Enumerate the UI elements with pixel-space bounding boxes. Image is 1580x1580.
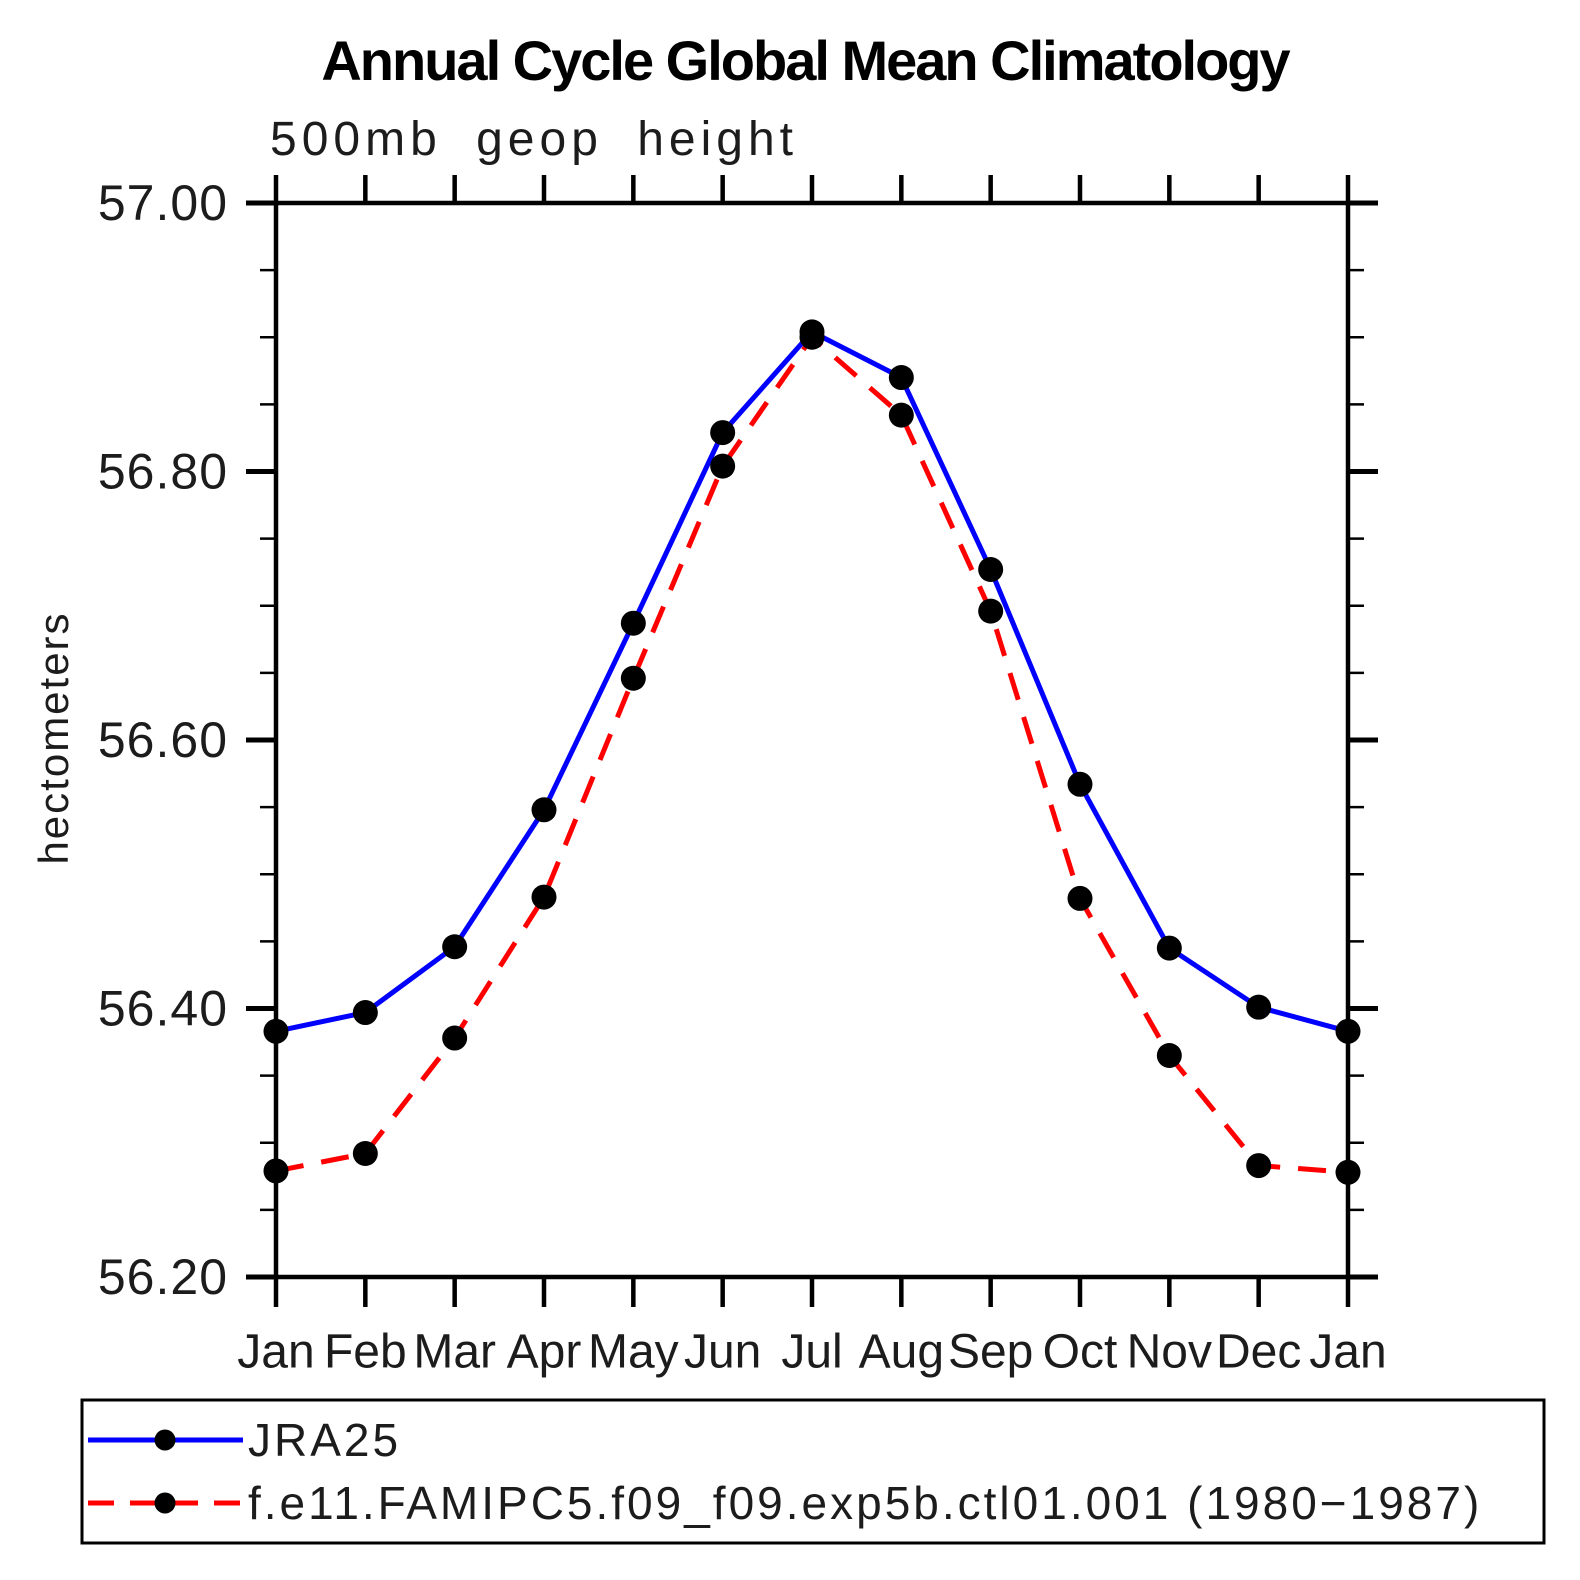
series-line-model bbox=[275, 334, 1349, 1175]
data-point-marker bbox=[442, 1025, 468, 1051]
y-tick-label: 56.80 bbox=[98, 444, 228, 500]
data-point-marker bbox=[620, 610, 646, 636]
x-tick-label: Apr bbox=[507, 1326, 582, 1379]
data-point-marker bbox=[263, 1158, 289, 1184]
data-point-marker bbox=[442, 934, 468, 960]
data-point-marker bbox=[978, 598, 1004, 624]
legend-marker bbox=[154, 1429, 176, 1451]
data-point-marker bbox=[799, 324, 825, 350]
data-point-marker bbox=[531, 884, 557, 910]
legend-box bbox=[80, 1398, 1546, 1545]
plot-frame bbox=[273, 200, 1351, 1280]
data-point-marker bbox=[888, 402, 914, 428]
series-line-jra25 bbox=[275, 329, 1349, 1034]
data-point-marker bbox=[620, 665, 646, 691]
x-tick-label: Jan bbox=[1309, 1326, 1386, 1379]
data-point-marker bbox=[1067, 885, 1093, 911]
y-tick-label: 56.60 bbox=[98, 712, 228, 768]
legend-label-model: f.e11.FAMIPC5.f09_f09.exp5b.ctl01.001 (1… bbox=[248, 1477, 1482, 1529]
data-point-marker bbox=[352, 1140, 378, 1166]
data-point-marker bbox=[710, 420, 736, 446]
x-tick-label: Mar bbox=[413, 1326, 496, 1379]
data-point-marker bbox=[1156, 1042, 1182, 1068]
y-tick-label: 57.00 bbox=[98, 175, 228, 231]
x-tick-label: Jun bbox=[684, 1326, 761, 1379]
x-tick-label: Feb bbox=[324, 1326, 407, 1379]
data-point-marker bbox=[1335, 1159, 1361, 1185]
data-point-marker bbox=[1156, 935, 1182, 961]
x-tick-label: Nov bbox=[1127, 1326, 1212, 1379]
x-tick-label: Oct bbox=[1043, 1326, 1118, 1379]
data-point-marker bbox=[710, 453, 736, 479]
data-point-marker bbox=[1335, 1018, 1361, 1044]
data-point-marker bbox=[263, 1018, 289, 1044]
data-point-marker bbox=[1067, 771, 1093, 797]
chart-subtitle: 500mb geop height bbox=[270, 113, 798, 166]
data-point-marker bbox=[888, 365, 914, 391]
chart-title: Annual Cycle Global Mean Climatology bbox=[321, 29, 1290, 92]
data-point-marker bbox=[1246, 994, 1272, 1020]
x-tick-label: Jan bbox=[237, 1326, 314, 1379]
data-point-marker bbox=[531, 797, 557, 823]
x-tick-label: Aug bbox=[859, 1326, 944, 1379]
x-tick-label: Sep bbox=[948, 1326, 1033, 1379]
x-tick-label: Dec bbox=[1216, 1326, 1301, 1379]
y-tick-label: 56.20 bbox=[98, 1249, 228, 1305]
x-tick-label: Jul bbox=[781, 1326, 842, 1379]
data-point-marker bbox=[1246, 1153, 1272, 1179]
y-tick-label: 56.40 bbox=[98, 981, 228, 1037]
legend-marker bbox=[154, 1492, 176, 1514]
legend-label-jra25: JRA25 bbox=[248, 1414, 401, 1466]
x-tick-label: May bbox=[588, 1326, 679, 1379]
data-point-marker bbox=[978, 557, 1004, 583]
data-point-marker bbox=[352, 1000, 378, 1026]
